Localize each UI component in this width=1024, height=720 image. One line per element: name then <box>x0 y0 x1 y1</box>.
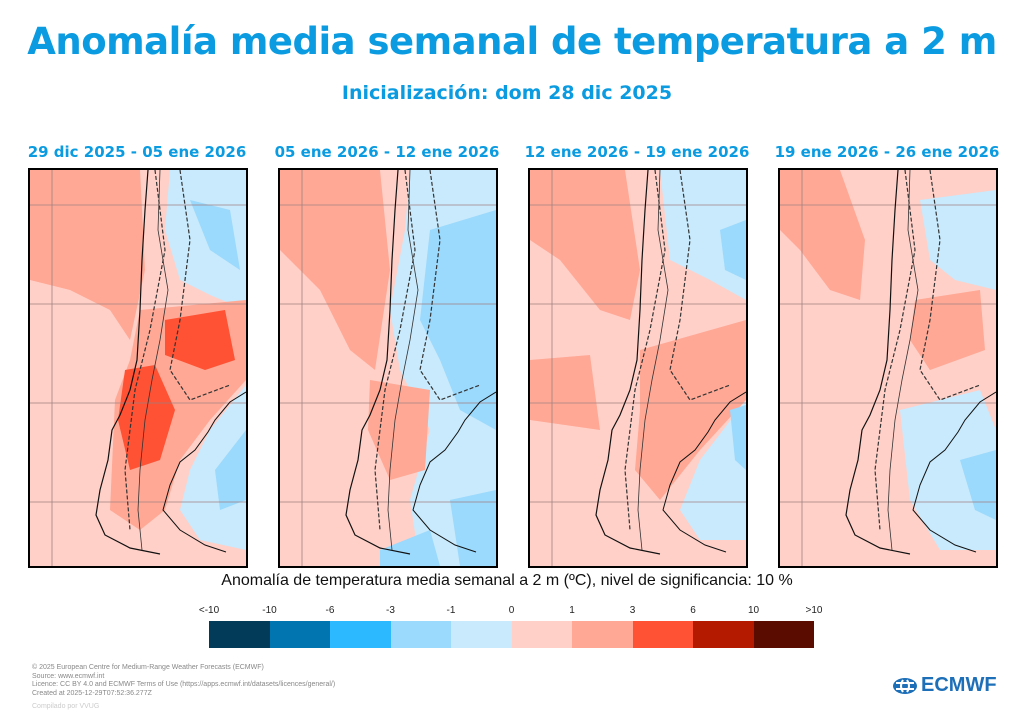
anomaly-region <box>190 200 240 270</box>
anomaly-region <box>180 385 246 550</box>
footer-credits: © 2025 European Centre for Medium-Range … <box>32 664 335 698</box>
colorbar-bin-8 <box>693 621 754 648</box>
coastline <box>162 391 246 553</box>
anomaly-region <box>780 170 865 300</box>
anomaly-region <box>920 190 996 290</box>
page-title: Anomalía media semanal de temperatura a … <box>27 20 997 63</box>
colorbar-tick: 1 <box>569 605 575 616</box>
anomaly-region <box>380 530 440 566</box>
anomaly-region <box>215 430 246 510</box>
coastline <box>845 170 911 555</box>
coastline <box>912 391 996 553</box>
colorbar-tick: 0 <box>508 605 515 616</box>
anomaly-region <box>900 390 996 550</box>
coastline <box>662 391 746 553</box>
panel-title-2: 05 ene 2026 - 12 ene 2026 <box>274 143 500 161</box>
coastline <box>345 170 411 555</box>
compiled-by: Compilado por VVUG <box>32 703 100 710</box>
colorbar-tick: -10 <box>262 605 277 616</box>
page-subtitle: Inicialización: dom 28 dic 2025 <box>341 82 673 104</box>
anomaly-region <box>635 320 746 500</box>
anomaly-region <box>30 170 145 340</box>
footer-created: Created at 2025-12-29T07:52:36.277Z <box>32 689 152 697</box>
ecmwf-logo: ECMWF <box>892 674 997 697</box>
coastline <box>95 170 161 555</box>
panel-title-3: 12 ene 2026 - 19 ene 2026 <box>524 143 750 161</box>
colorbar-bin-5 <box>511 621 572 648</box>
colorbar-bin-3 <box>390 621 451 648</box>
panel-title-4: 19 ene 2026 - 26 ene 2026 <box>774 143 1000 161</box>
anomaly-region <box>680 400 746 540</box>
coastline <box>137 170 169 551</box>
anomaly-region <box>910 290 985 370</box>
anomaly-map-3 <box>528 168 748 568</box>
anomaly-map-2 <box>278 168 498 568</box>
colorbar-tick: 10 <box>747 605 760 616</box>
coastline <box>637 170 669 551</box>
coastline <box>412 391 496 553</box>
anomaly-map-1 <box>28 168 248 568</box>
colorbar-tick: >10 <box>805 605 823 616</box>
anomaly-region <box>730 405 746 470</box>
anomaly-region <box>280 170 390 370</box>
anomaly-region <box>165 310 235 370</box>
significance-contour <box>874 170 916 531</box>
anomaly-region <box>530 170 640 320</box>
anomaly-region <box>530 355 600 430</box>
colorbar <box>209 621 814 648</box>
colorbar-tick: -6 <box>325 605 335 616</box>
anomaly-region <box>420 210 496 430</box>
colorbar-bin-7 <box>632 621 693 648</box>
anomaly-region <box>960 450 996 520</box>
colorbar-bin-1 <box>269 621 330 648</box>
ecmwf-logo-icon <box>893 677 917 694</box>
anomaly-region <box>660 170 746 300</box>
panel-title-1: 29 dic 2025 - 05 ene 2026 <box>27 143 247 161</box>
coastline <box>887 170 919 551</box>
anomaly-region <box>720 220 746 280</box>
anomaly-map-4 <box>778 168 998 568</box>
significance-contour <box>669 170 731 401</box>
colorbar-tick: <-10 <box>198 605 220 616</box>
significance-contour <box>169 170 231 401</box>
footer-source: Source: www.ecmwf.int <box>32 672 105 680</box>
significance-contour <box>419 170 481 401</box>
colorbar-tick: 3 <box>629 605 636 616</box>
anomaly-region <box>118 365 175 470</box>
colorbar-bin-9 <box>753 621 814 648</box>
colorbar-bin-4 <box>451 621 512 648</box>
footer-licence: Licence: CC BY 4.0 and ECMWF Terms of Us… <box>32 681 336 688</box>
footer-copyright: © 2025 European Centre for Medium-Range … <box>32 664 264 671</box>
coastline <box>387 170 419 551</box>
anomaly-region <box>30 540 60 566</box>
significance-contour <box>124 170 166 531</box>
colorbar-bin-0 <box>209 621 270 648</box>
coastline <box>595 170 661 555</box>
significance-contour <box>374 170 416 531</box>
colorbar-caption: Anomalía de temperatura media semanal a … <box>221 572 793 589</box>
colorbar-bin-2 <box>330 621 391 648</box>
significance-contour <box>624 170 666 531</box>
colorbar-bin-6 <box>572 621 633 648</box>
colorbar-tick: 6 <box>690 605 696 616</box>
significance-contour <box>919 170 981 401</box>
colorbar-tick: -3 <box>386 605 395 616</box>
colorbar-tick: -1 <box>446 605 456 616</box>
anomaly-region <box>368 380 430 480</box>
